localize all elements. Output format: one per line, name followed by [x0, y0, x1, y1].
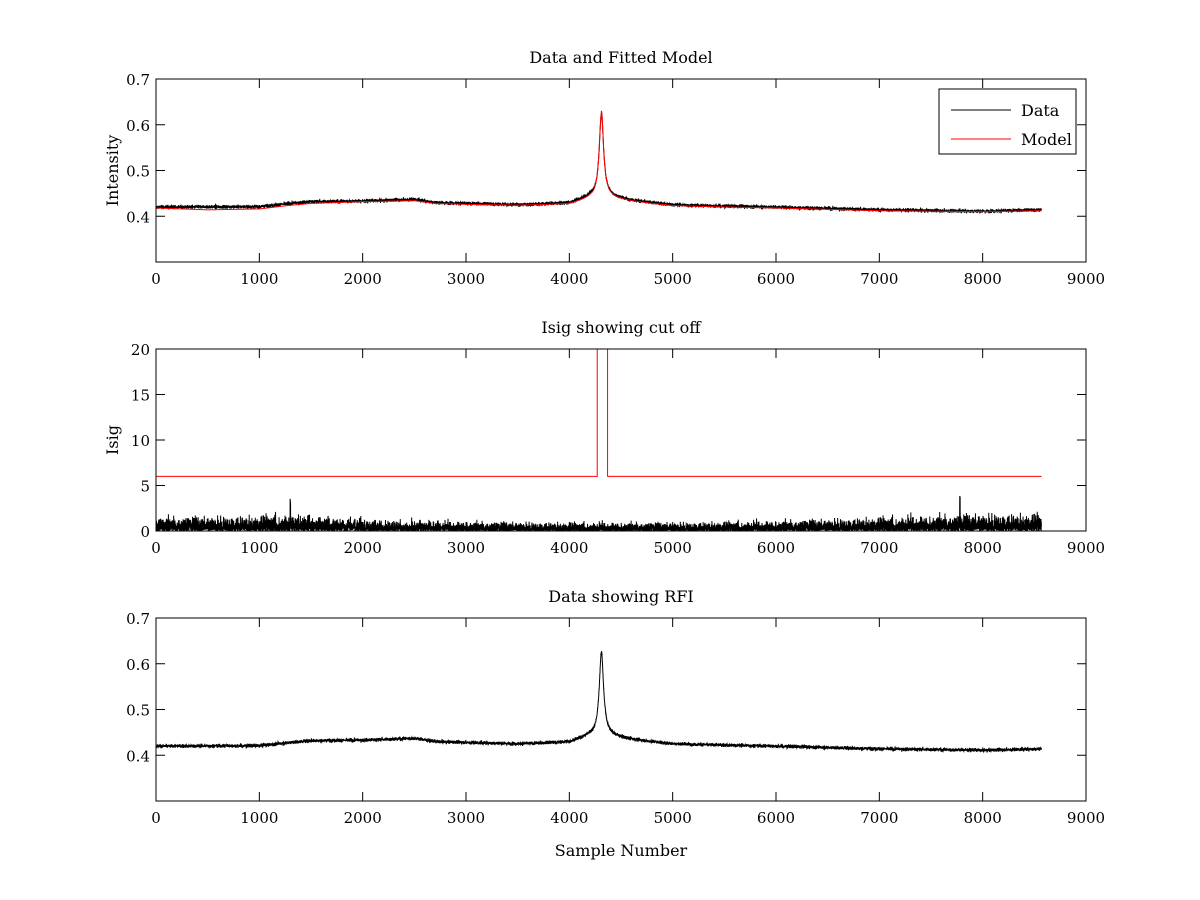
- y-tick-label: 10: [131, 432, 150, 450]
- y-tick-label: 0.5: [126, 702, 150, 720]
- chart-panel-1: 0 1000 2000 3000 4000 5000 6000 7000 8000 9000 0.4…: [103, 48, 1105, 288]
- x-tick-label: 4000: [550, 539, 588, 557]
- y-tick-label: 0.6: [126, 117, 150, 135]
- chart-panel-3: 0 1000 2000 3000 4000 5000 6000 7000 8000 9000 0.4…: [126, 587, 1105, 860]
- legend-label: Data: [1021, 101, 1060, 120]
- x-tick-label: 0: [151, 270, 161, 288]
- y-tick-label: 0.5: [126, 163, 150, 181]
- x-tick-label: 2000: [344, 809, 382, 827]
- series-cut-off-line: [156, 349, 1042, 477]
- x-tick-label: 3000: [447, 809, 485, 827]
- x-tick-label: 8000: [964, 539, 1002, 557]
- y-tick-label: 0.7: [126, 71, 150, 89]
- legend: Data Model: [938, 88, 1077, 155]
- x-tick-label: 6000: [757, 809, 795, 827]
- x-tick-label: 2000: [344, 539, 382, 557]
- x-tick-label: 1000: [240, 270, 278, 288]
- legend-label: Model: [1021, 130, 1072, 149]
- x-tick-label: 4000: [550, 270, 588, 288]
- axes-frame: [155, 348, 1087, 532]
- y-tick-label: 15: [131, 387, 150, 405]
- x-tick-label: 9000: [1067, 270, 1105, 288]
- x-tick-label: 3000: [447, 270, 485, 288]
- x-tick-label: 4000: [550, 809, 588, 827]
- y-tick-label: 0.6: [126, 656, 150, 674]
- x-tick-label: 6000: [757, 270, 795, 288]
- x-tick-label: 9000: [1067, 539, 1105, 557]
- series-isig-line: [156, 496, 1042, 531]
- x-tick-label: 0: [151, 539, 161, 557]
- axes-frame: [155, 617, 1087, 802]
- x-tick-label: 9000: [1067, 809, 1105, 827]
- x-tick-label: 7000: [860, 270, 898, 288]
- x-tick-label: 8000: [964, 270, 1002, 288]
- x-tick-label: 0: [151, 809, 161, 827]
- x-tick-label: 5000: [654, 809, 692, 827]
- legend-box: [938, 88, 1077, 155]
- y-tick-label: 20: [131, 341, 150, 359]
- y-axis-label: Isig: [103, 425, 122, 455]
- x-tick-label: 5000: [654, 270, 692, 288]
- x-tick-label: 5000: [654, 539, 692, 557]
- y-tick-label: 0.7: [126, 610, 150, 628]
- y-tick-label: 0.4: [126, 208, 150, 226]
- x-tick-label: 1000: [240, 809, 278, 827]
- chart-panel-2: 0 1000 2000 3000 4000 5000 6000 7000 8000 9000 0 5 1…: [103, 318, 1105, 557]
- series-model-line: [156, 110, 1042, 213]
- chart-title: Data showing RFI: [548, 587, 693, 606]
- x-tick-label: 8000: [964, 809, 1002, 827]
- y-tick-label: 5: [140, 478, 150, 496]
- x-axis-label: Sample Number: [555, 841, 688, 860]
- x-tick-label: 1000: [240, 539, 278, 557]
- x-tick-label: 6000: [757, 539, 795, 557]
- x-tick-label: 2000: [344, 270, 382, 288]
- chart-title: Data and Fitted Model: [529, 48, 712, 67]
- x-tick-label: 3000: [447, 539, 485, 557]
- chart-title: Isig showing cut off: [541, 318, 702, 337]
- x-tick-label: 7000: [860, 539, 898, 557]
- y-tick-label: 0: [140, 523, 150, 541]
- y-axis-label: Intensity: [103, 135, 122, 207]
- y-tick-label: 0.4: [126, 747, 150, 765]
- x-tick-label: 7000: [860, 809, 898, 827]
- series-data-line: [156, 651, 1042, 754]
